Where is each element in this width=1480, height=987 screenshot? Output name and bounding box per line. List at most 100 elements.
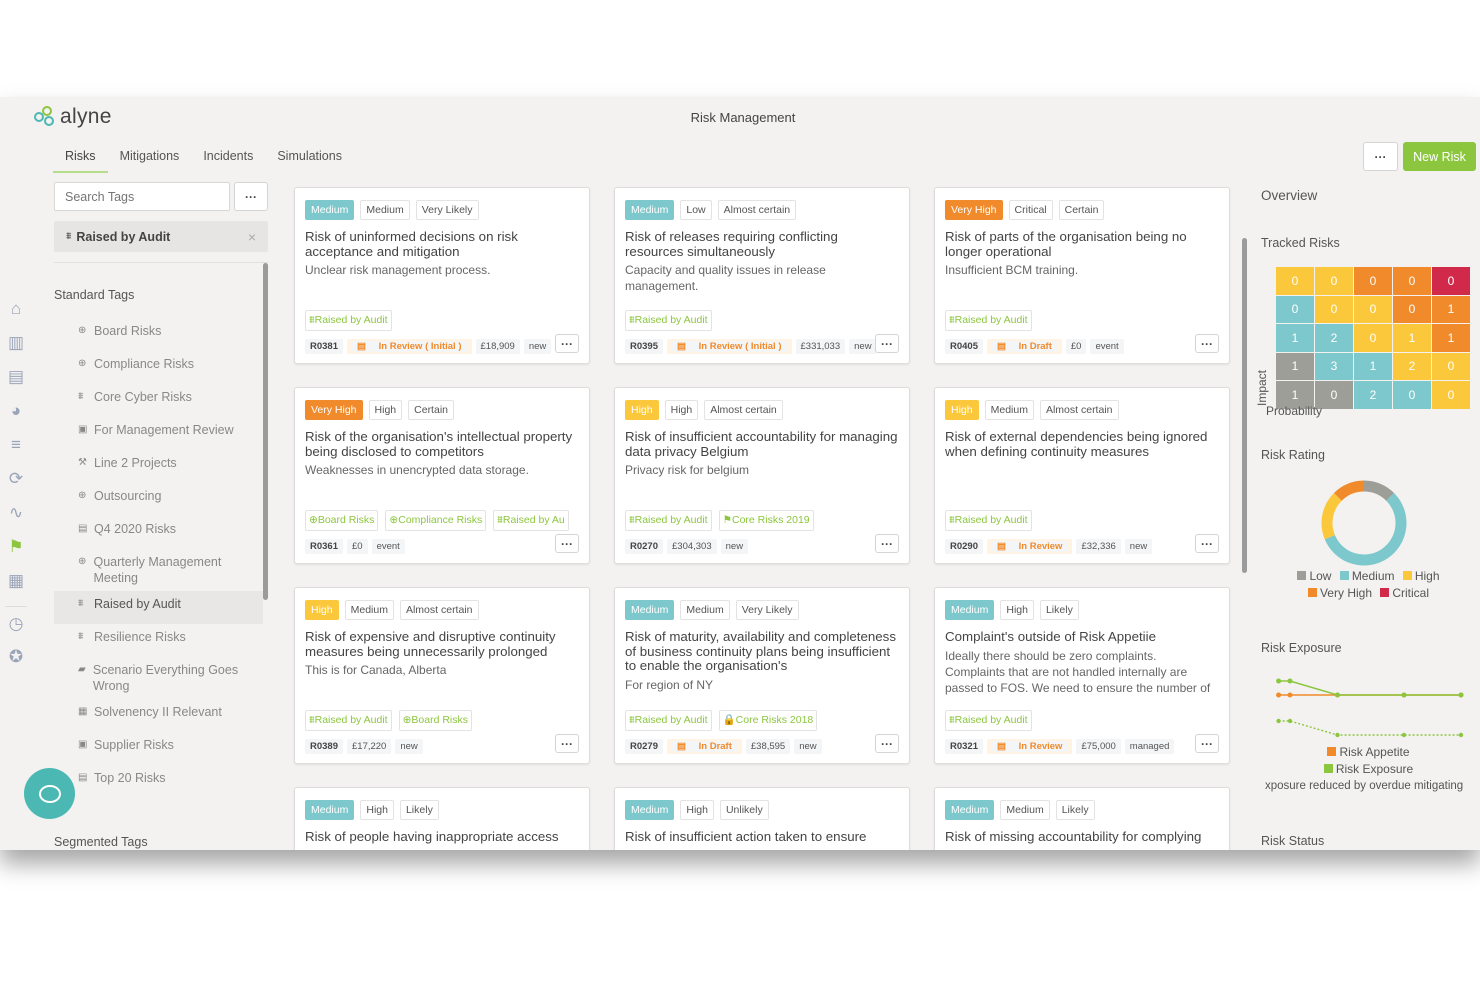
donut-slice-medium[interactable]	[1324, 492, 1407, 566]
new-risk-button[interactable]: New Risk	[1403, 142, 1476, 171]
remove-filter-icon[interactable]: ×	[247, 228, 256, 245]
card-tag[interactable]: ⩩Raised by Au	[493, 510, 569, 531]
series-point[interactable]	[1287, 678, 1293, 684]
trend-icon[interactable]: ∿	[8, 503, 24, 522]
tag-options-button[interactable]: ···	[234, 182, 268, 211]
risk-card[interactable]: Very High Critical Certain Risk of parts…	[934, 187, 1230, 364]
document-icon[interactable]: ▤	[7, 367, 25, 386]
risk-card[interactable]: Medium Low Almost certain Risk of releas…	[614, 187, 910, 364]
heatmap-cell[interactable]: 1	[1276, 352, 1314, 380]
risk-title[interactable]: Risk of external dependencies being igno…	[945, 430, 1208, 459]
dashboard-icon[interactable]: ▦	[7, 571, 25, 590]
risk-card[interactable]: Medium Medium Very Likely Risk of uninfo…	[294, 187, 590, 364]
risk-list-scrollbar[interactable]	[1242, 238, 1247, 573]
legend-item[interactable]: Critical	[1375, 586, 1429, 600]
legend-item[interactable]: Very High	[1303, 586, 1372, 600]
tag-item[interactable]: ▣ Supplier Risks	[54, 732, 263, 765]
risk-title[interactable]: Risk of maturity, availability and compl…	[625, 630, 896, 673]
heatmap-cell[interactable]: 0	[1432, 267, 1470, 295]
card-more-button[interactable]: ···	[555, 534, 579, 553]
risk-title[interactable]: Risk of insufficient action taken to ens…	[625, 830, 867, 844]
card-more-button[interactable]: ···	[1195, 534, 1219, 553]
legend-item[interactable]: Low	[1292, 569, 1331, 583]
card-more-button[interactable]: ···	[875, 334, 899, 353]
tag-item[interactable]: ▦ Solvenency II Relevant	[54, 699, 263, 732]
donut-slice-low[interactable]	[1363, 480, 1395, 501]
tab-risks[interactable]: Risks	[53, 149, 108, 173]
tag-item[interactable]: ⊕ Board Risks	[54, 318, 263, 351]
risk-title[interactable]: Risk of insufficient accountability for …	[625, 430, 898, 459]
tag-list-scrollbar[interactable]	[263, 263, 268, 600]
tag-item[interactable]: ⩩ Raised by Audit	[54, 591, 263, 624]
home-icon[interactable]: ⌂	[10, 299, 22, 318]
risk-title[interactable]: Risk of releases requiring conflicting r…	[625, 230, 838, 259]
heatmap-cell[interactable]: 1	[1276, 324, 1314, 352]
heatmap-cell[interactable]: 0	[1276, 267, 1314, 295]
legend-item[interactable]: Risk Exposure	[1261, 761, 1471, 778]
risk-card[interactable]: Medium Medium Likely Risk of missing acc…	[934, 787, 1230, 850]
card-tag[interactable]: ⩩Raised by Audit	[625, 710, 712, 731]
tag-item[interactable]: ▤ Top 20 Risks	[54, 765, 263, 798]
tag-item[interactable]: ⊕ Compliance Risks	[54, 351, 263, 384]
card-tag[interactable]: ⩩Raised by Audit	[945, 310, 1032, 331]
star-icon[interactable]: ✪	[8, 647, 24, 666]
tag-item[interactable]: ⊕ Outsourcing	[54, 483, 263, 516]
more-options-button[interactable]: ···	[1363, 142, 1398, 171]
heatmap-cell[interactable]: 1	[1354, 352, 1392, 380]
card-tag[interactable]: ⩩Raised by Audit	[945, 710, 1032, 731]
card-tag[interactable]: ⩩Raised by Audit	[625, 310, 712, 331]
heatmap-cell[interactable]: 2	[1315, 324, 1353, 352]
risk-title[interactable]: Risk of people having inappropriate acce…	[305, 830, 559, 844]
legend-item[interactable]: High	[1398, 569, 1440, 583]
card-more-button[interactable]: ···	[1195, 734, 1219, 753]
sync-check-icon[interactable]: ⟳	[8, 469, 24, 488]
mitigated-point[interactable]	[1458, 732, 1464, 738]
card-tag[interactable]: ⊕Board Risks	[305, 510, 379, 531]
heatmap-cell[interactable]: 2	[1354, 381, 1392, 409]
tag-item[interactable]: ⊕ Quarterly Management Meeting	[54, 549, 263, 591]
card-more-button[interactable]: ···	[1195, 334, 1219, 353]
risk-title[interactable]: Risk of parts of the organisation being …	[945, 230, 1187, 259]
donut-slice-high[interactable]	[1321, 492, 1342, 540]
heatmap-cell[interactable]: 0	[1354, 324, 1392, 352]
mitigated-point[interactable]	[1335, 732, 1340, 738]
heatmap-cell[interactable]: 0	[1354, 267, 1392, 295]
search-tags-input[interactable]	[54, 182, 230, 211]
card-more-button[interactable]: ···	[875, 534, 899, 553]
risk-card[interactable]: Medium High Likely Complaint's outside o…	[934, 587, 1230, 764]
risk-card[interactable]: High Medium Almost certain Risk of expen…	[294, 587, 590, 764]
card-tag[interactable]: ⊕Board Risks	[398, 710, 472, 731]
card-tag[interactable]: ⊕Compliance Risks	[385, 510, 487, 531]
series-point[interactable]	[1276, 692, 1282, 698]
heatmap-cell[interactable]: 0	[1432, 381, 1470, 409]
series-point[interactable]	[1287, 692, 1293, 698]
tag-item[interactable]: ▤ Q4 2020 Risks	[54, 516, 263, 549]
risk-card[interactable]: Medium Medium Very Likely Risk of maturi…	[614, 587, 910, 764]
risk-card[interactable]: High High Almost certain Risk of insuffi…	[614, 387, 910, 564]
heatmap-cell[interactable]: 0	[1393, 295, 1431, 323]
series-point[interactable]	[1335, 692, 1340, 698]
risk-title[interactable]: Risk of uninformed decisions on risk acc…	[305, 230, 518, 259]
heatmap-cell[interactable]: 0	[1315, 381, 1353, 409]
heatmap-cell[interactable]: 0	[1393, 267, 1431, 295]
heatmap-cell[interactable]: 0	[1276, 295, 1314, 323]
heatmap-cell[interactable]: 0	[1315, 267, 1353, 295]
heatmap-cell[interactable]: 3	[1315, 352, 1353, 380]
tag-item[interactable]: ⩩ Core Cyber Risks	[54, 384, 263, 417]
legend-item[interactable]: Medium	[1335, 569, 1395, 583]
tab-mitigations[interactable]: Mitigations	[119, 149, 180, 163]
risk-title[interactable]: Risk of the organisation's intellectual …	[305, 430, 573, 459]
risk-card[interactable]: High Medium Almost certain Risk of exter…	[934, 387, 1230, 564]
heatmap-cell[interactable]: 0	[1393, 381, 1431, 409]
heatmap-cell[interactable]: 1	[1432, 295, 1470, 323]
card-tag[interactable]: ⩩Raised by Audit	[305, 710, 392, 731]
card-tag[interactable]: ⚑Core Risks 2019	[718, 510, 814, 531]
card-tag[interactable]: 🔒Core Risks 2018	[718, 710, 818, 731]
tab-simulations[interactable]: Simulations	[277, 149, 342, 163]
card-tag[interactable]: ⩩Raised by Audit	[945, 510, 1032, 531]
heatmap-cell[interactable]: 1	[1393, 324, 1431, 352]
tag-item[interactable]: ⚒ Line 2 Projects	[54, 450, 263, 483]
book-icon[interactable]: ▥	[7, 333, 25, 352]
checklist-icon[interactable]: ≡	[11, 435, 21, 454]
risk-title[interactable]: Complaint's outside of Risk Appetiie	[945, 630, 1156, 644]
